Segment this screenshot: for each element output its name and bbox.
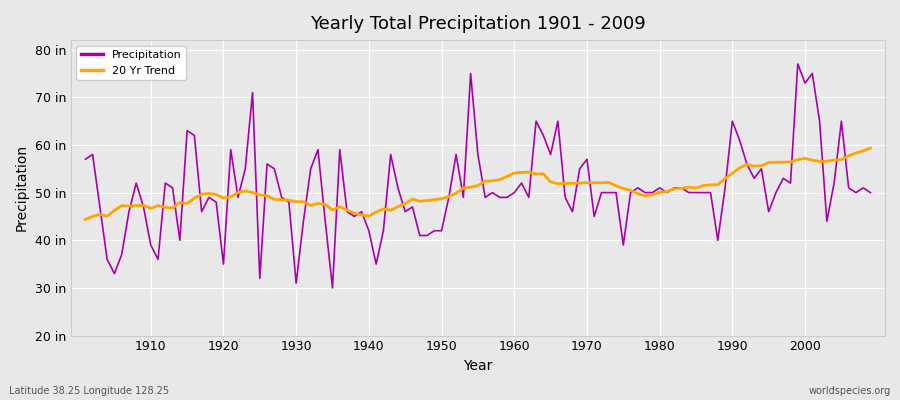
Precipitation: [298, 219, 309, 224]
Precipitation: [327, 286, 338, 290]
X-axis label: Year: Year: [464, 359, 492, 373]
Precipitation: [138, 204, 148, 209]
Precipitation: [865, 190, 876, 195]
20 Yr Trend: [501, 174, 512, 179]
Line: 20 Yr Trend: 20 Yr Trend: [86, 148, 870, 220]
Legend: Precipitation, 20 Yr Trend: Precipitation, 20 Yr Trend: [76, 46, 186, 80]
20 Yr Trend: [596, 180, 607, 185]
Line: Precipitation: Precipitation: [86, 64, 870, 288]
20 Yr Trend: [508, 171, 519, 176]
Precipitation: [792, 62, 803, 66]
20 Yr Trend: [865, 146, 876, 150]
20 Yr Trend: [138, 203, 148, 208]
20 Yr Trend: [298, 199, 309, 204]
Precipitation: [516, 181, 526, 186]
Precipitation: [508, 190, 519, 195]
Precipitation: [349, 214, 360, 219]
Precipitation: [603, 190, 614, 195]
20 Yr Trend: [80, 217, 91, 222]
Title: Yearly Total Precipitation 1901 - 2009: Yearly Total Precipitation 1901 - 2009: [310, 15, 646, 33]
20 Yr Trend: [342, 208, 353, 212]
Text: Latitude 38.25 Longitude 128.25: Latitude 38.25 Longitude 128.25: [9, 386, 169, 396]
Y-axis label: Precipitation: Precipitation: [15, 144, 29, 232]
Precipitation: [80, 157, 91, 162]
Text: worldspecies.org: worldspecies.org: [809, 386, 891, 396]
